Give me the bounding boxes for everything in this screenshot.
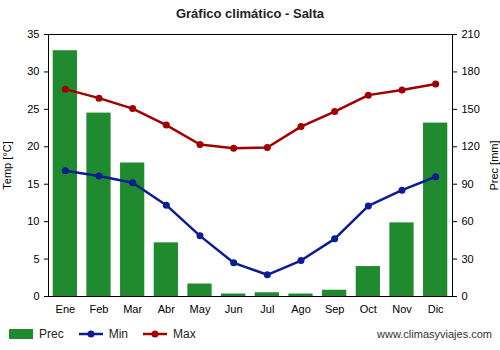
svg-text:Sep: Sep xyxy=(325,303,345,315)
svg-text:60: 60 xyxy=(462,215,474,227)
svg-text:120: 120 xyxy=(462,140,480,152)
svg-text:5: 5 xyxy=(33,253,39,265)
svg-text:90: 90 xyxy=(462,178,474,190)
svg-text:35: 35 xyxy=(27,28,39,40)
svg-text:Jun: Jun xyxy=(225,303,243,315)
html-text:www.climasyviajes.com: www.climasyviajes.com xyxy=(377,328,492,340)
svg-text:0: 0 xyxy=(462,290,468,302)
svg-text:Prec [mm]: Prec [mm] xyxy=(488,140,500,190)
svg-text:15: 15 xyxy=(27,178,39,190)
html-text:Max: Max xyxy=(173,327,196,341)
svg-text:150: 150 xyxy=(462,103,480,115)
svg-text:10: 10 xyxy=(27,215,39,227)
svg-text:Mar: Mar xyxy=(123,303,142,315)
svg-text:Oct: Oct xyxy=(360,303,377,315)
html-text:Prec: Prec xyxy=(39,327,64,341)
svg-text:30: 30 xyxy=(462,253,474,265)
svg-text:25: 25 xyxy=(27,103,39,115)
svg-text:Dic: Dic xyxy=(428,303,444,315)
html-text:Gráfico climático - Salta: Gráfico climático - Salta xyxy=(175,6,324,21)
svg-text:Nov: Nov xyxy=(392,303,412,315)
svg-text:180: 180 xyxy=(462,65,480,77)
svg-text:May: May xyxy=(190,303,211,315)
svg-text:30: 30 xyxy=(27,65,39,77)
html-text:Min: Min xyxy=(108,327,128,341)
svg-text:Jul: Jul xyxy=(260,303,274,315)
svg-text:Ago: Ago xyxy=(291,303,311,315)
svg-text:210: 210 xyxy=(462,28,480,40)
svg-text:Ene: Ene xyxy=(56,303,76,315)
svg-text:Temp [°C]: Temp [°C] xyxy=(1,141,13,189)
svg-text:Feb: Feb xyxy=(90,303,109,315)
svg-text:0: 0 xyxy=(33,290,39,302)
svg-text:Abr: Abr xyxy=(158,303,175,315)
svg-text:20: 20 xyxy=(27,140,39,152)
